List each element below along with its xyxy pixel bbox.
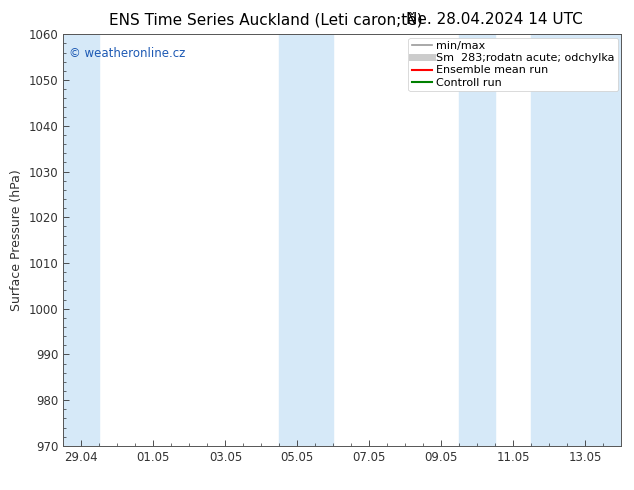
Legend: min/max, Sm  283;rodatn acute; odchylka, Ensemble mean run, Controll run: min/max, Sm 283;rodatn acute; odchylka, … <box>408 38 618 91</box>
Bar <box>460 34 495 446</box>
Text: Ne. 28.04.2024 14 UTC: Ne. 28.04.2024 14 UTC <box>406 12 583 27</box>
Text: © weatheronline.cz: © weatheronline.cz <box>69 47 185 60</box>
Bar <box>315 34 333 446</box>
Bar <box>63 34 100 446</box>
Y-axis label: Surface Pressure (hPa): Surface Pressure (hPa) <box>10 169 23 311</box>
Text: ENS Time Series Auckland (Leti caron;tě): ENS Time Series Auckland (Leti caron;tě) <box>110 12 423 28</box>
Bar <box>531 34 621 446</box>
Bar <box>280 34 315 446</box>
